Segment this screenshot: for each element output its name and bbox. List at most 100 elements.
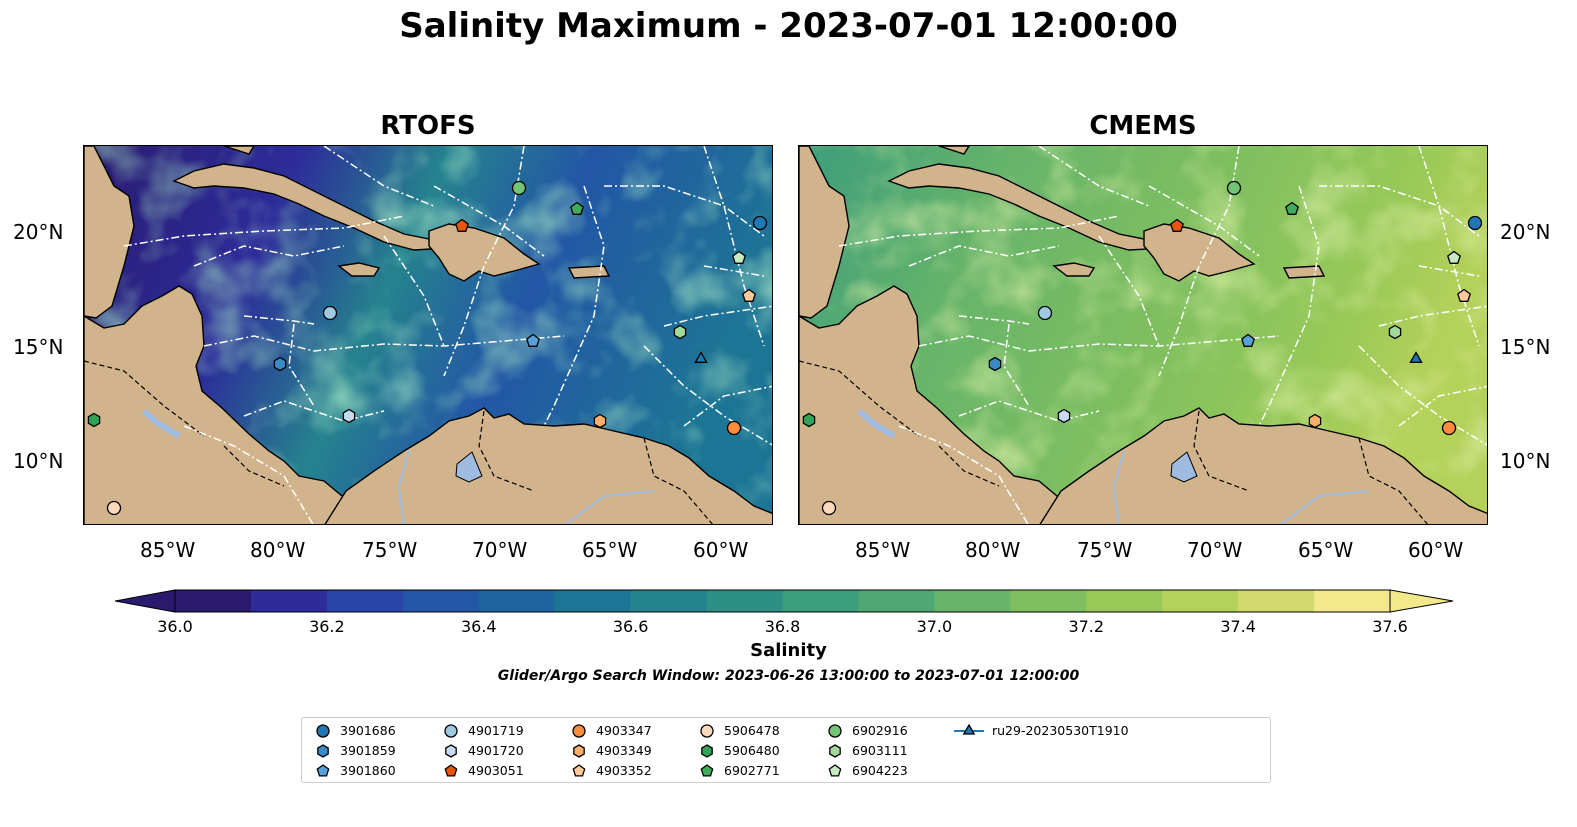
colorbar-tick-label: 37.0 — [916, 617, 953, 636]
colorbar-bin — [402, 590, 480, 612]
lon-tick-65w-b: 65°W — [1298, 538, 1354, 562]
colorbar-tick-label: 36.6 — [612, 617, 649, 636]
figure-title: Salinity Maximum - 2023-07-01 12:00:00 — [399, 6, 1178, 46]
lat-tick-right-20: 20°N — [1500, 220, 1551, 244]
legend-label: 5906478 — [724, 722, 780, 738]
float-marker-4903352 — [1457, 288, 1471, 302]
land-polygon — [938, 146, 970, 155]
float-marker-4901719 — [322, 305, 338, 321]
float-marker-4901720 — [342, 408, 356, 424]
eez-boundary — [1319, 185, 1480, 237]
float-marker-6902771 — [1285, 201, 1299, 215]
eez-boundary — [683, 385, 772, 427]
land-polygon — [84, 285, 354, 524]
legend-marker-icon — [829, 744, 841, 758]
legend-symbol — [828, 764, 842, 777]
legend-item: 5906480 — [698, 742, 780, 758]
legend-item: 5906478 — [698, 722, 780, 738]
lon-tick-60w-b: 60°W — [1408, 538, 1464, 562]
legend-item: 3901686 — [314, 722, 396, 738]
legend-marker-icon — [573, 744, 585, 758]
float-marker-6902916 — [511, 180, 527, 196]
colorbar-bin — [934, 590, 1011, 612]
legend-label: 3901686 — [340, 722, 396, 738]
map-canvas-rtofs — [84, 146, 772, 524]
legend-marker-icon — [954, 723, 984, 735]
float-marker-5906478 — [106, 500, 122, 516]
float-marker-5906480 — [87, 412, 101, 428]
colorbar-tick-label: 36.4 — [460, 617, 497, 636]
colorbar-bin — [1086, 590, 1163, 612]
float-marker-4903349 — [593, 413, 607, 429]
lon-tick-80w-b: 80°W — [965, 538, 1021, 562]
eez-boundary — [323, 146, 435, 207]
eez-boundary — [183, 425, 314, 524]
legend-marker-icon — [700, 764, 714, 777]
float-marker-4901720 — [1057, 408, 1071, 424]
float-marker-3901859 — [273, 356, 287, 372]
eez-boundary — [1418, 146, 1480, 347]
legend-symbol — [829, 744, 841, 758]
legend-label: ru29-20230530T1910 — [992, 722, 1129, 738]
legend-marker-icon — [828, 724, 842, 738]
legend-label: 6902916 — [852, 722, 908, 738]
float-marker-4903051 — [1170, 218, 1184, 232]
legend: 3901686 3901859 3901860 4901719 4901720 49030… — [301, 717, 1271, 783]
eez-boundary — [838, 215, 1120, 247]
legend-symbol — [573, 744, 585, 758]
map-rtofs[interactable] — [83, 145, 773, 525]
float-marker-5906478 — [821, 500, 837, 516]
legend-item: 6903111 — [826, 742, 908, 758]
land-polygon — [1282, 265, 1326, 279]
lat-tick-left-20: 20°N — [13, 220, 64, 244]
colorbar — [115, 589, 1454, 613]
lon-tick-75w-b: 75°W — [1077, 538, 1133, 562]
legend-marker-icon — [828, 764, 842, 777]
float-marker-3901686 — [752, 215, 768, 231]
float-marker-5906480 — [802, 412, 816, 428]
colorbar-bin — [554, 590, 632, 612]
float-marker-6904223 — [732, 250, 746, 264]
legend-symbol — [828, 724, 842, 738]
float-marker-6904223 — [1447, 250, 1461, 264]
colorbar-label: Salinity — [750, 640, 827, 661]
legend-symbol — [572, 764, 586, 777]
lat-tick-right-10: 10°N — [1500, 449, 1551, 473]
map-canvas-cmems — [799, 146, 1487, 524]
legend-item: 6904223 — [826, 762, 908, 778]
legend-item: ru29-20230530T1910 — [954, 722, 1129, 738]
panel-title-rtofs: RTOFS — [380, 111, 476, 141]
legend-symbol — [316, 764, 330, 777]
legend-symbol — [700, 764, 714, 777]
eez-boundary — [203, 335, 565, 352]
land-polygon — [223, 146, 255, 155]
land-polygon — [799, 146, 850, 319]
float-marker-4903347 — [726, 420, 742, 436]
float-marker-ru29-20230530T1910 — [1409, 351, 1423, 363]
eez-boundary — [1418, 265, 1480, 277]
legend-marker-icon — [572, 724, 586, 738]
lon-tick-65w: 65°W — [582, 538, 638, 562]
land-polygon — [567, 265, 611, 279]
panel-title-cmems: CMEMS — [1089, 111, 1197, 141]
legend-label: 4903051 — [468, 762, 524, 778]
eez-boundary — [1258, 185, 1320, 427]
colorbar-bin — [706, 590, 783, 612]
colorbar-bin — [1314, 590, 1391, 612]
float-marker-6903111 — [673, 324, 687, 340]
colorbar-bin — [1010, 590, 1087, 612]
land-polygon — [324, 407, 772, 524]
map-cmems[interactable] — [798, 145, 1488, 525]
legend-item: 3901859 — [314, 742, 396, 758]
legend-label: 3901859 — [340, 742, 396, 758]
lat-tick-right-15: 15°N — [1500, 335, 1551, 359]
float-marker-3901860 — [526, 333, 540, 347]
legend-marker-icon — [445, 744, 457, 758]
legend-label: 4903347 — [596, 722, 652, 738]
eez-boundary — [958, 315, 1030, 325]
legend-symbol — [316, 724, 330, 738]
eez-boundary — [1398, 385, 1487, 427]
float-marker-6902771 — [570, 201, 584, 215]
float-marker-4903349 — [1308, 413, 1322, 429]
lon-tick-85w-b: 85°W — [855, 538, 911, 562]
